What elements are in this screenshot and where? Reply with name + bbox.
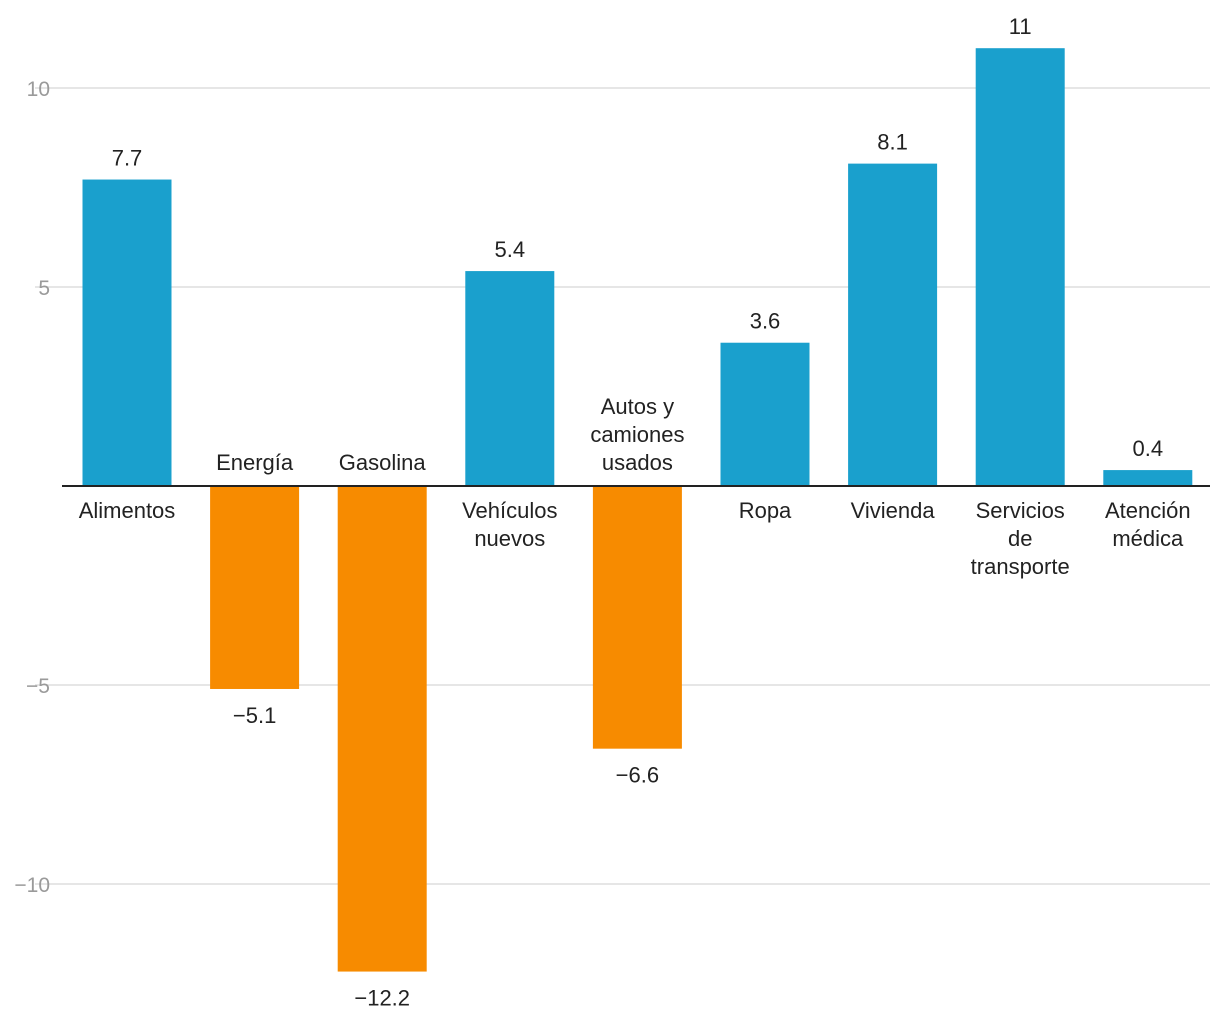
category-label-line: Ropa — [739, 498, 792, 523]
category-label: Atención médica — [1105, 498, 1191, 551]
y-tick-label: −5 — [26, 675, 50, 698]
category-label: Vivienda — [851, 498, 936, 523]
data-label: 11 — [1009, 14, 1032, 39]
category-label-line: Energía — [216, 450, 294, 475]
category-label-line: usados — [602, 450, 673, 475]
bar — [82, 179, 172, 487]
category-label-line: Autos y — [601, 394, 674, 419]
bar — [975, 48, 1065, 486]
data-label: 0.4 — [1133, 436, 1164, 461]
category-label-line: Atención — [1105, 498, 1191, 523]
bar — [465, 271, 555, 486]
category-label-line: nuevos — [474, 526, 545, 551]
category-label: Energía — [216, 450, 294, 475]
category-label-line: Vehículos — [462, 498, 557, 523]
category-label-line: Gasolina — [339, 450, 427, 475]
bar — [848, 163, 938, 486]
category-label: Autos y camiones usados — [590, 394, 684, 475]
data-label: −6.6 — [616, 763, 659, 788]
category-label-line: de — [1008, 526, 1032, 551]
category-label: Vehículos nuevos — [462, 498, 557, 551]
category-label: Alimentos — [79, 498, 176, 523]
y-tick-label: −10 — [14, 874, 50, 897]
category-label-line: camiones — [590, 422, 684, 447]
category-label-line: Servicios — [976, 498, 1065, 523]
bar — [1103, 470, 1193, 486]
bar — [210, 486, 300, 689]
category-label-line: transporte — [971, 554, 1070, 579]
data-label: 7.7 — [112, 146, 143, 171]
bar — [592, 486, 682, 749]
data-label: 5.4 — [495, 237, 526, 262]
data-label: 3.6 — [750, 309, 781, 334]
y-tick-label: 5 — [38, 277, 50, 300]
category-label-line: médica — [1112, 526, 1184, 551]
data-label: −12.2 — [354, 986, 410, 1011]
category-label: Servicios de transporte — [971, 498, 1070, 579]
bars — [82, 48, 1193, 972]
data-label: 8.1 — [877, 130, 908, 155]
category-label: Ropa — [739, 498, 792, 523]
y-tick-label: 10 — [27, 78, 50, 101]
bar — [720, 342, 810, 486]
data-label: −5.1 — [233, 703, 276, 728]
labels: 7.7 Alimentos −5.1 Energía −12.2 Gasolina 5.4 V… — [62, 14, 1210, 1011]
bar — [337, 486, 427, 972]
category-label-line: Vivienda — [851, 498, 936, 523]
category-label-line: Alimentos — [79, 498, 176, 523]
category-label: Gasolina — [339, 450, 427, 475]
